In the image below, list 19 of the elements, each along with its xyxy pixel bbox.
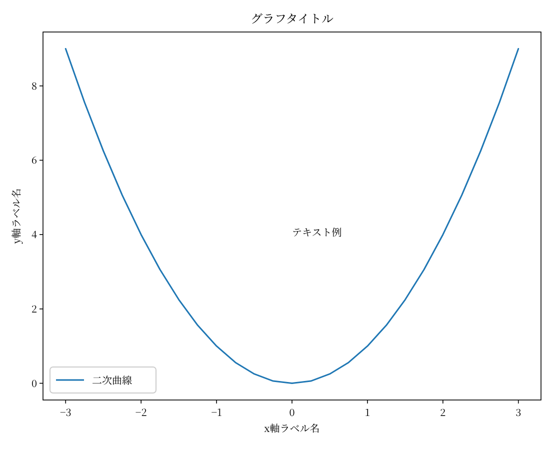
y-tick-label: 2 xyxy=(32,300,38,316)
legend-label: 二次曲線 xyxy=(92,372,132,387)
y-tick-label: 8 xyxy=(32,77,37,92)
legend: 二次曲線 xyxy=(50,366,156,394)
y-tick-label: 0 xyxy=(32,374,38,390)
x-axis-title: x軸ラベル名 xyxy=(264,420,320,435)
y-axis-title: y軸ラベル名 xyxy=(8,188,23,245)
x-tick-label: 3 xyxy=(516,404,522,419)
annotation: テキスト例 xyxy=(292,224,342,240)
x-tick-label: −3 xyxy=(60,404,72,419)
x-tick-label: 0 xyxy=(289,404,296,419)
x-tick-label: 2 xyxy=(440,404,446,419)
y-tick-label: 4 xyxy=(32,226,38,242)
x-tick-label: 1 xyxy=(364,404,370,419)
chart-title: グラフタイトル xyxy=(250,10,334,27)
y-tick-label: 6 xyxy=(32,152,38,167)
x-tick-label: −2 xyxy=(135,404,148,419)
x-tick-label: −1 xyxy=(211,404,222,419)
line-series xyxy=(64,48,520,384)
